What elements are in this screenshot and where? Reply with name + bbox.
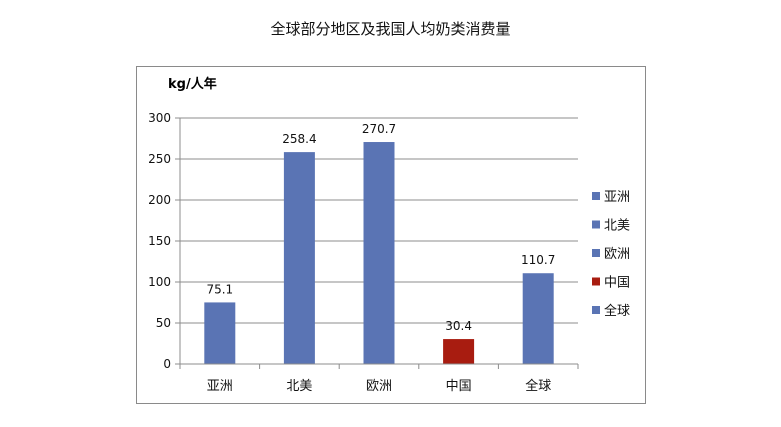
- legend-entry: 亚洲: [604, 190, 630, 205]
- bar: [443, 339, 475, 364]
- x-category-label: 中国: [446, 379, 472, 394]
- bar: [283, 152, 315, 364]
- legend-entry: 北美: [604, 219, 630, 234]
- x-category-label: 欧洲: [366, 379, 392, 394]
- legend-swatch: [592, 192, 600, 200]
- bar: [522, 273, 554, 364]
- y-tick-label: 100: [148, 275, 171, 289]
- y-tick-label: 200: [148, 193, 171, 207]
- y-tick-label: 250: [148, 152, 171, 166]
- y-tick-label: 300: [148, 111, 171, 125]
- legend-entry: 全球: [604, 303, 630, 319]
- bars: [204, 142, 554, 364]
- data-label: 110.7: [521, 253, 555, 267]
- y-tick-label: 0: [163, 357, 171, 371]
- y-tick-label: 150: [148, 234, 171, 248]
- chart-title: 全球部分地区及我国人均奶类消费量: [270, 20, 511, 38]
- legend-swatch: [592, 249, 600, 257]
- x-category-label: 亚洲: [207, 379, 233, 394]
- legend-entry: 中国: [604, 276, 630, 291]
- y-tick-labels: 0 50 100 150 200 250 300: [148, 111, 171, 371]
- x-category-labels: 亚洲 北美 欧洲 中国 全球: [207, 378, 551, 394]
- legend-swatch: [592, 277, 600, 286]
- legend-entry: 欧洲: [604, 247, 630, 262]
- legend-swatch: [592, 306, 600, 314]
- data-labels: 75.1 258.4 270.7 30.4 110.7: [206, 122, 555, 333]
- y-tick-label: 50: [156, 316, 171, 330]
- y-axis-unit-label: kg/人年: [168, 76, 217, 92]
- legend-swatch: [592, 220, 600, 229]
- bar: [363, 142, 395, 364]
- x-category-label: 北美: [286, 379, 312, 394]
- data-label: 258.4: [282, 132, 316, 146]
- data-label: 30.4: [445, 319, 472, 333]
- bar: [204, 302, 236, 364]
- data-label: 75.1: [206, 282, 233, 296]
- data-label: 270.7: [362, 122, 396, 136]
- x-category-label: 全球: [525, 378, 551, 394]
- axes: [179, 118, 579, 369]
